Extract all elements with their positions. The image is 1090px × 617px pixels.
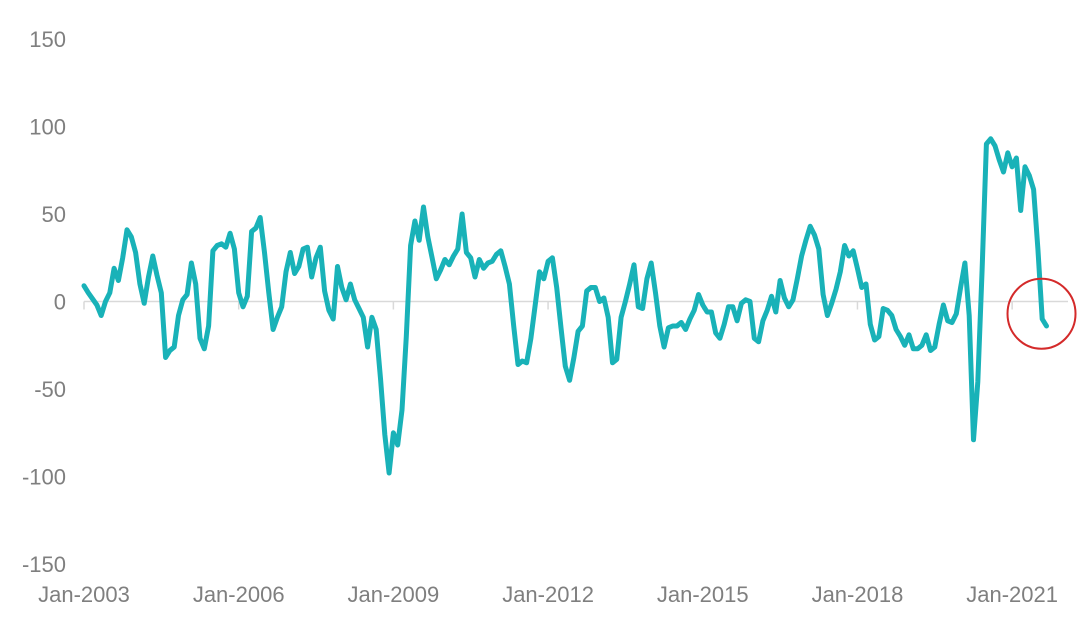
highlight-circle-annotation xyxy=(1006,277,1077,350)
x-tick-label: Jan-2003 xyxy=(38,582,130,607)
x-tick-label: Jan-2021 xyxy=(966,582,1058,607)
x-axis-tick-marks xyxy=(83,301,1013,310)
x-tick-label: Jan-2012 xyxy=(502,582,594,607)
x-tick-label: Jan-2015 xyxy=(657,582,749,607)
x-tick-label: Jan-2006 xyxy=(193,582,285,607)
y-tick-label: 150 xyxy=(29,27,66,52)
y-tick-label: -50 xyxy=(34,377,66,402)
x-axis-ticks: Jan-2003 Jan-2006 Jan-2009 Jan-2012 Jan-2015… xyxy=(38,582,1058,607)
x-tick-label: Jan-2009 xyxy=(348,582,440,607)
y-axis-ticks: 150 100 50 0 -50 -100 -150 xyxy=(22,27,66,577)
y-tick-label: -100 xyxy=(22,465,66,490)
y-tick-label: 100 xyxy=(29,115,66,140)
y-tick-label: 50 xyxy=(42,202,66,227)
y-tick-label: -150 xyxy=(22,552,66,577)
x-tick-label: Jan-2018 xyxy=(812,582,904,607)
y-tick-label: 0 xyxy=(54,290,66,315)
series-line xyxy=(81,136,1049,476)
